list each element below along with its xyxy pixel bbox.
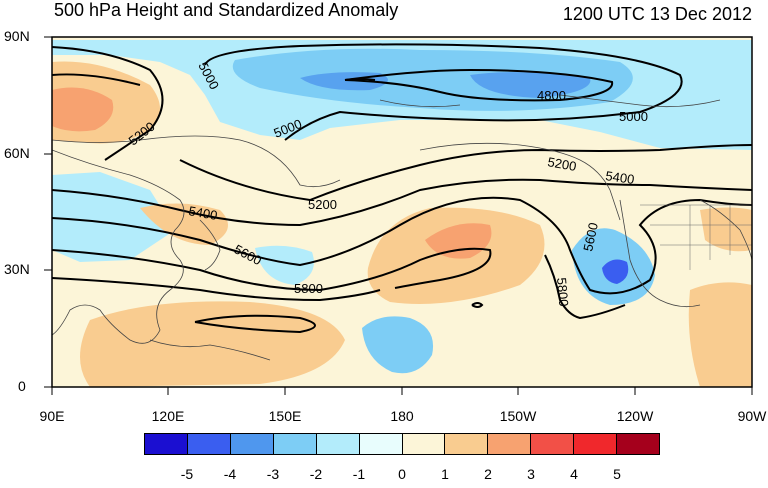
anomaly-negative-subtropical xyxy=(362,316,434,374)
contour-5800 xyxy=(52,247,626,320)
contour-5600 xyxy=(52,196,752,295)
contour-5200-arctic xyxy=(52,73,141,86)
anomaly-positive-tropics xyxy=(80,301,345,387)
colorbar-segment xyxy=(617,434,660,454)
colorbar-label: 4 xyxy=(570,466,578,482)
lat-label: 0 xyxy=(18,378,26,394)
map-title: 500 hPa Height and Standardized Anomaly xyxy=(54,0,399,20)
colorbar-segment xyxy=(230,434,274,454)
contour-5800-south xyxy=(52,277,381,302)
colorbar-segment xyxy=(145,434,188,454)
colorbar-label: -2 xyxy=(309,466,323,482)
anomaly-negative-low-east xyxy=(470,72,591,98)
coast-indonesia xyxy=(149,339,271,361)
colorbar-label: -1 xyxy=(352,466,366,482)
colorbar-segment xyxy=(273,434,317,454)
contour-5000 xyxy=(204,43,683,141)
anomaly-positive-east xyxy=(688,282,752,387)
colorbar-segment xyxy=(359,434,403,454)
colorbar-segment xyxy=(316,434,360,454)
contour-label: 5600 xyxy=(580,221,601,252)
colorbar-label: 5 xyxy=(613,466,621,482)
colorbar xyxy=(144,433,660,455)
contour-5800-small xyxy=(471,302,484,308)
coast-siberia xyxy=(52,135,341,188)
colorbar-label: -3 xyxy=(266,466,280,482)
colorbar-label: 1 xyxy=(441,466,449,482)
valid-time: 1200 UTC 13 Dec 2012 xyxy=(562,4,752,24)
anomaly-negative-china xyxy=(255,245,314,285)
lon-label: 120E xyxy=(151,408,185,424)
contour-4800-small xyxy=(344,78,376,81)
coast-na-east xyxy=(699,199,752,261)
colorbar-segment xyxy=(187,434,231,454)
colorbar-segment xyxy=(574,434,618,454)
colorbar-label: 2 xyxy=(484,466,492,482)
colorbar-segment xyxy=(531,434,575,454)
coast-alaska xyxy=(419,142,621,221)
contour-label: 5400 xyxy=(605,168,636,187)
contour-label: 5200 xyxy=(546,154,577,174)
contour-5800-tropical xyxy=(194,314,316,334)
colorbar-label: 0 xyxy=(398,466,406,482)
contour-label: 5400 xyxy=(187,203,218,223)
lon-label: 150W xyxy=(499,408,537,424)
colorbar-segment xyxy=(445,434,489,454)
contour-label: 5800 xyxy=(554,277,571,307)
colorbar-label: 3 xyxy=(527,466,535,482)
lat-label: 60N xyxy=(4,145,30,161)
anomaly-positive-north-pacific-core xyxy=(425,223,492,259)
colorbar-label: -4 xyxy=(223,466,237,482)
coast-arctic-islands xyxy=(379,94,721,108)
lat-label: 30N xyxy=(4,261,30,277)
coast-japan xyxy=(199,219,221,271)
us-borders xyxy=(640,204,752,270)
lon-label: 150E xyxy=(268,408,302,424)
colorbar-segment xyxy=(402,434,446,454)
lon-label: 180 xyxy=(390,408,414,424)
anomaly-negative-west-pacific xyxy=(52,172,175,262)
contour-label: 4800 xyxy=(537,88,566,103)
lat-label: 90N xyxy=(4,28,30,44)
colorbar-segment xyxy=(488,434,532,454)
anomaly-negative-westcoast-core xyxy=(602,259,629,284)
anomaly-positive-gulf xyxy=(700,207,752,252)
anomaly-positive-siberia-core xyxy=(52,87,114,132)
anomaly-positive-japan xyxy=(140,203,228,245)
contour-label: 5200 xyxy=(308,197,337,212)
lon-label: 90E xyxy=(39,408,65,424)
colorbar-label: -5 xyxy=(180,466,194,482)
contour-4800 xyxy=(344,68,614,102)
lon-label: 120W xyxy=(616,408,654,424)
lon-label: 90W xyxy=(737,408,767,424)
coast-asia xyxy=(52,149,185,344)
contour-5400 xyxy=(52,178,752,227)
contour-5200 xyxy=(52,46,752,202)
coast-na-west xyxy=(619,199,701,308)
contour-label: 5000 xyxy=(619,109,648,124)
contour-label: 5800 xyxy=(294,281,323,296)
